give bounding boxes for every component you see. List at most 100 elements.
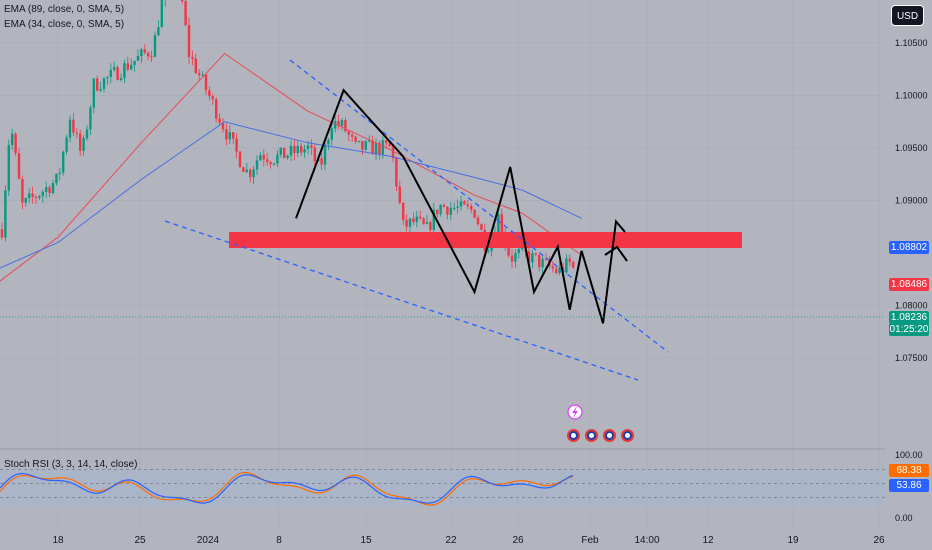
candle xyxy=(79,133,82,151)
candle xyxy=(565,258,568,273)
ema-lines xyxy=(0,52,582,301)
candle xyxy=(555,268,558,274)
candle xyxy=(327,139,330,145)
candle xyxy=(191,56,194,59)
candle xyxy=(92,78,95,108)
stoch-legend[interactable]: Stoch RSI (3, 3, 14, 14, close) xyxy=(4,459,138,470)
candle xyxy=(85,129,89,139)
chart-grid xyxy=(0,0,885,530)
candle xyxy=(364,141,367,150)
event-flag-icon[interactable] xyxy=(585,429,598,442)
currency-button[interactable]: USD xyxy=(891,5,924,26)
candle xyxy=(568,258,571,262)
candle xyxy=(218,118,221,123)
candle xyxy=(470,206,473,210)
candle xyxy=(402,202,405,220)
candle xyxy=(255,160,259,170)
candle xyxy=(194,58,197,74)
candle xyxy=(351,134,354,137)
candle xyxy=(262,155,265,160)
candle xyxy=(48,187,51,194)
candle xyxy=(412,218,415,223)
channel-upper-line[interactable] xyxy=(289,59,669,353)
candle xyxy=(130,64,133,70)
candle xyxy=(456,206,459,208)
event-flag-icon[interactable] xyxy=(621,429,634,442)
event-flag-icon[interactable] xyxy=(567,429,580,442)
ema-price-label: 1.08486 xyxy=(889,278,929,291)
x-tick-label: 15 xyxy=(360,535,372,546)
candle xyxy=(136,56,140,61)
x-tick-label: 19 xyxy=(787,535,799,546)
zigzag-projection[interactable] xyxy=(295,88,626,324)
candle xyxy=(184,1,187,25)
x-tick-label: 14:00 xyxy=(634,535,659,546)
candle xyxy=(65,137,68,152)
candle xyxy=(82,138,85,151)
candle xyxy=(344,120,347,132)
candle xyxy=(487,250,490,252)
candle xyxy=(51,183,55,194)
candle xyxy=(225,129,228,140)
channel-lower-line[interactable] xyxy=(164,220,639,381)
candle xyxy=(153,35,157,57)
candle xyxy=(28,193,31,199)
candle xyxy=(436,209,439,215)
y-tick-label: 1.09500 xyxy=(895,143,928,153)
candle xyxy=(310,145,313,148)
candle xyxy=(133,60,136,65)
candle xyxy=(55,173,58,184)
x-tick-label: Feb xyxy=(581,535,599,546)
candle xyxy=(269,162,272,165)
ema-line[interactable] xyxy=(0,121,582,279)
candle xyxy=(398,186,401,203)
lightning-marker[interactable] xyxy=(567,404,583,420)
candle xyxy=(419,216,422,219)
y-tick-label: 1.09000 xyxy=(895,196,928,206)
x-tick-label: 18 xyxy=(52,535,64,546)
candle xyxy=(330,128,333,140)
stoch-band xyxy=(0,469,885,507)
candle xyxy=(259,155,262,161)
candle xyxy=(211,96,214,100)
price-axis: 1.10500 1.10000 1.09500 1.09000 1.08000 1.075… xyxy=(895,38,928,363)
y-tick-label: 1.08000 xyxy=(895,301,928,311)
candle xyxy=(215,99,218,119)
candle xyxy=(544,258,548,260)
countdown-label: 01:25:20 xyxy=(889,323,929,336)
candle xyxy=(41,191,44,196)
candle xyxy=(279,147,282,155)
candle xyxy=(449,208,452,215)
legend-ema89[interactable]: EMA (89, close, 0, SMA, 5) xyxy=(4,4,125,15)
projection-arrowhead xyxy=(604,245,628,262)
ema-line[interactable] xyxy=(0,52,582,301)
candle xyxy=(459,201,463,207)
x-tick-label: 25 xyxy=(134,535,146,546)
candle xyxy=(378,142,381,155)
candle xyxy=(11,133,14,146)
candle xyxy=(58,172,61,174)
candle xyxy=(208,90,211,97)
candle xyxy=(534,253,537,255)
candle xyxy=(395,158,398,187)
candle xyxy=(551,266,554,269)
candle xyxy=(123,63,126,78)
event-flag-icon[interactable] xyxy=(603,429,616,442)
candles xyxy=(0,0,575,277)
candle xyxy=(272,163,276,165)
candle xyxy=(572,261,575,268)
resistance-zone[interactable] xyxy=(229,232,742,248)
candle xyxy=(68,119,72,138)
candle xyxy=(541,258,544,268)
candle xyxy=(439,205,442,215)
candle xyxy=(143,49,146,53)
legend-ema34[interactable]: EMA (34, close, 0, SMA, 5) xyxy=(4,19,125,30)
candle xyxy=(296,145,299,154)
candle xyxy=(289,145,293,156)
candle xyxy=(201,74,204,76)
candle xyxy=(425,222,429,224)
candle xyxy=(89,107,92,130)
candle xyxy=(371,140,374,155)
candle xyxy=(476,217,480,225)
